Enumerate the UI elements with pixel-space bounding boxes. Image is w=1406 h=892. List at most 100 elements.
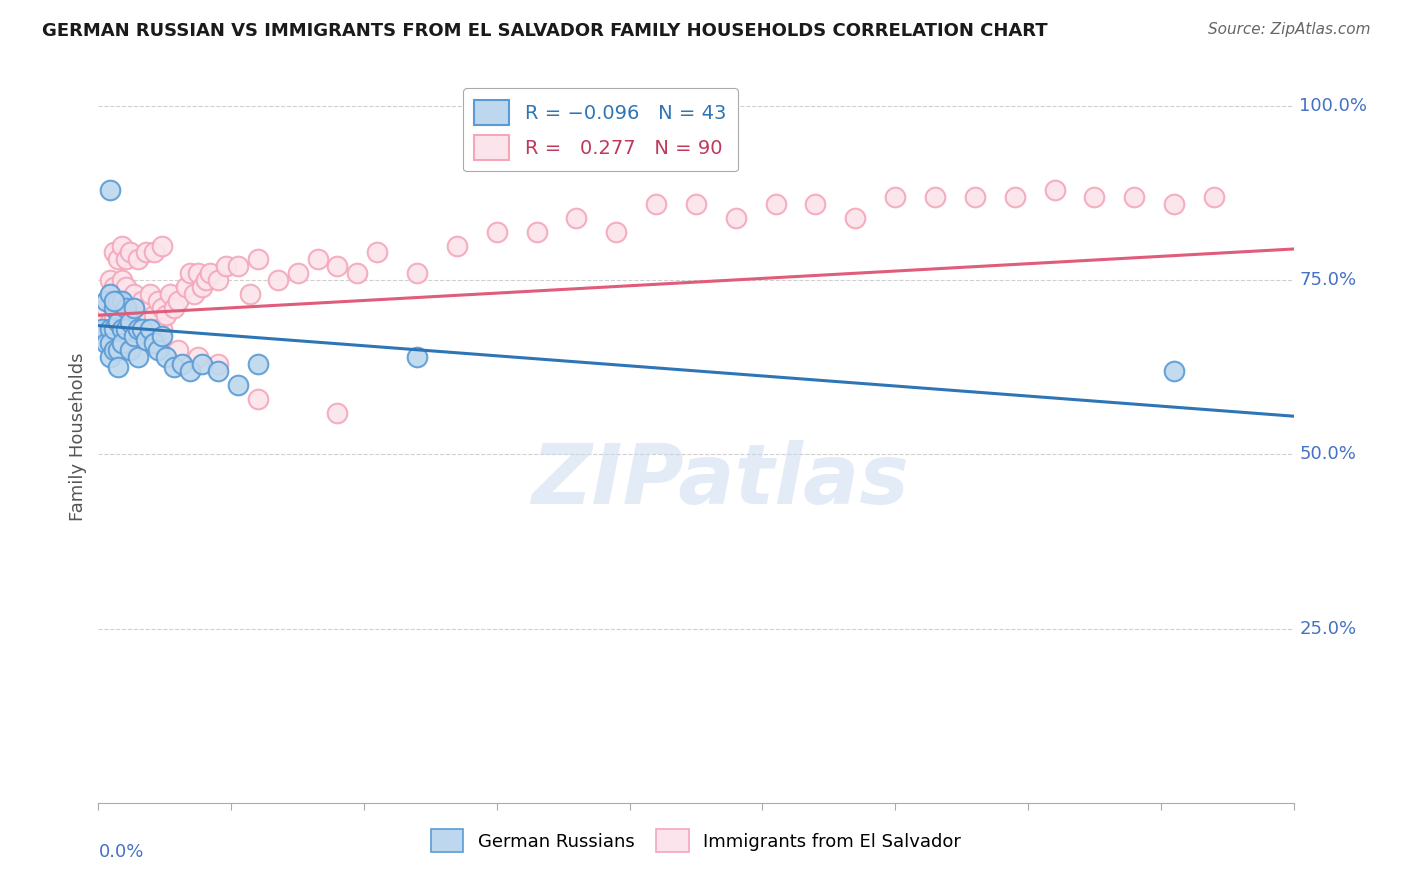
Point	[124, 329, 146, 343]
Point	[155, 350, 177, 364]
Point	[120, 294, 142, 309]
Point	[143, 308, 166, 322]
Point	[107, 343, 129, 357]
Point	[103, 322, 125, 336]
Point	[103, 308, 125, 322]
Text: 100.0%: 100.0%	[1299, 97, 1368, 115]
Point	[207, 364, 229, 378]
Point	[150, 238, 173, 252]
Point	[226, 260, 249, 274]
Point	[724, 211, 747, 225]
Point	[96, 336, 118, 351]
Point	[127, 308, 149, 322]
Point	[287, 266, 309, 280]
Point	[215, 260, 238, 274]
Point	[167, 343, 190, 357]
Point	[565, 211, 588, 225]
Point	[103, 343, 125, 357]
Point	[139, 322, 162, 336]
Point	[103, 301, 125, 316]
Point	[115, 280, 138, 294]
Point	[98, 322, 122, 336]
Point	[131, 322, 153, 336]
Point	[183, 287, 205, 301]
Point	[1202, 190, 1225, 204]
Point	[191, 280, 214, 294]
Point	[924, 190, 946, 204]
Point	[246, 357, 269, 371]
Point	[98, 322, 122, 336]
Point	[187, 266, 209, 280]
Point	[127, 329, 149, 343]
Point	[406, 350, 429, 364]
Point	[526, 225, 548, 239]
Text: 50.0%: 50.0%	[1299, 445, 1357, 464]
Point	[150, 301, 173, 316]
Point	[844, 211, 866, 225]
Point	[174, 280, 197, 294]
Point	[148, 294, 170, 309]
Point	[115, 322, 138, 336]
Point	[98, 315, 122, 329]
Point	[98, 336, 122, 351]
Point	[96, 322, 118, 336]
Point	[446, 238, 468, 252]
Point	[150, 329, 173, 343]
Point	[124, 301, 146, 316]
Point	[366, 245, 388, 260]
Point	[120, 343, 142, 357]
Point	[131, 294, 153, 309]
Point	[98, 294, 122, 309]
Point	[179, 266, 201, 280]
Point	[884, 190, 907, 204]
Point	[159, 287, 181, 301]
Point	[346, 266, 368, 280]
Point	[155, 308, 177, 322]
Point	[148, 322, 170, 336]
Point	[485, 225, 508, 239]
Point	[98, 183, 122, 197]
Point	[148, 343, 170, 357]
Point	[115, 252, 138, 267]
Point	[115, 301, 138, 316]
Point	[103, 294, 125, 309]
Point	[307, 252, 329, 267]
Point	[406, 266, 429, 280]
Point	[107, 252, 129, 267]
Point	[127, 252, 149, 267]
Point	[103, 308, 125, 322]
Point	[111, 238, 134, 252]
Point	[111, 301, 134, 316]
Y-axis label: Family Households: Family Households	[69, 353, 87, 521]
Point	[226, 377, 249, 392]
Point	[1163, 196, 1185, 211]
Point	[107, 287, 129, 301]
Point	[107, 315, 129, 329]
Point	[239, 287, 262, 301]
Point	[167, 294, 190, 309]
Point	[98, 287, 122, 301]
Point	[127, 322, 149, 336]
Point	[120, 322, 142, 336]
Point	[179, 364, 201, 378]
Point	[111, 322, 134, 336]
Point	[127, 329, 149, 343]
Point	[111, 336, 134, 351]
Point	[124, 287, 146, 301]
Point	[120, 245, 142, 260]
Point	[207, 357, 229, 371]
Point	[172, 357, 194, 371]
Point	[150, 322, 173, 336]
Point	[103, 280, 125, 294]
Point	[103, 245, 125, 260]
Point	[96, 301, 118, 316]
Point	[1083, 190, 1105, 204]
Legend: German Russians, Immigrants from El Salvador: German Russians, Immigrants from El Salv…	[423, 822, 969, 860]
Point	[246, 252, 269, 267]
Text: 25.0%: 25.0%	[1299, 620, 1357, 638]
Point	[163, 301, 186, 316]
Point	[98, 273, 122, 287]
Point	[685, 196, 707, 211]
Point	[111, 294, 134, 309]
Point	[198, 266, 221, 280]
